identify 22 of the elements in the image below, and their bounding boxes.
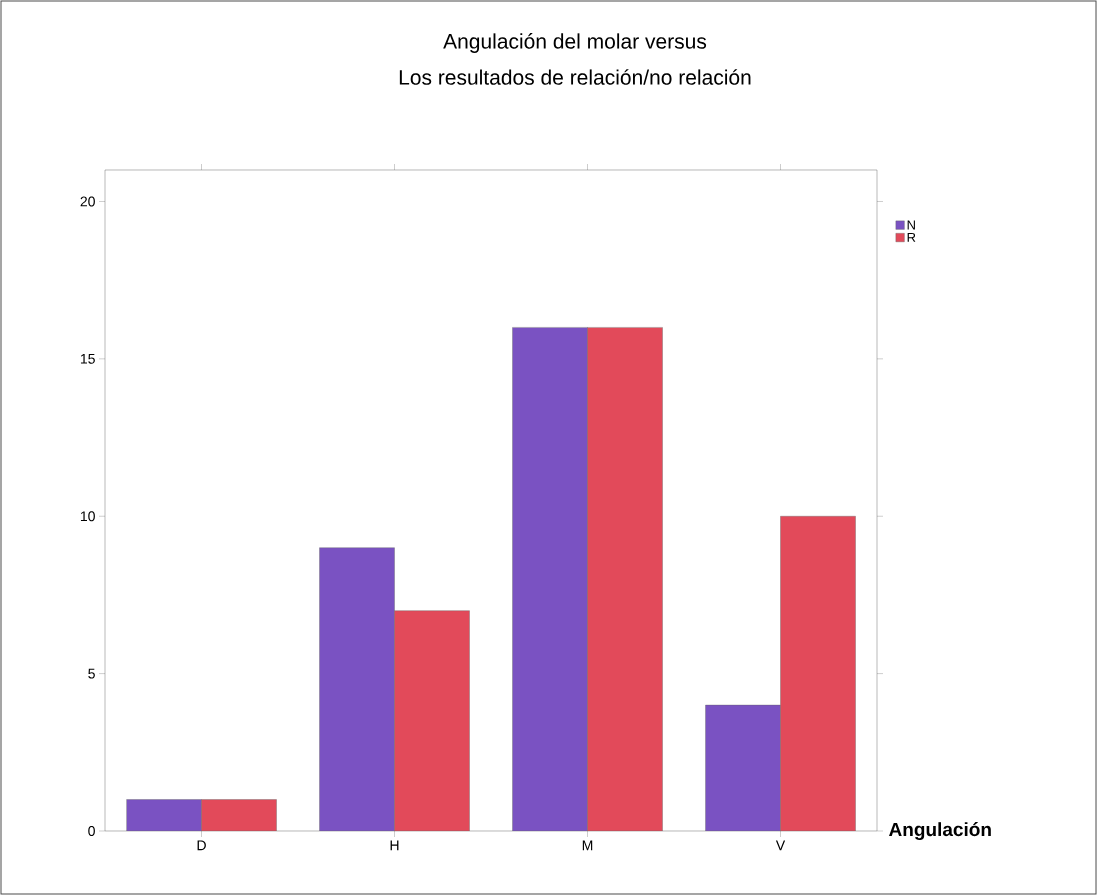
bar (126, 799, 202, 831)
bar (394, 610, 470, 831)
x-axis-title: Angulación (889, 822, 991, 840)
x-tick-label: M (582, 840, 593, 851)
x-tick-label: V (775, 840, 786, 851)
y-tick-label: 0 (88, 826, 95, 836)
y-tick-label: 10 (80, 511, 95, 522)
chart-title: Angulación del molar versus (443, 33, 707, 53)
x-tick-label: D (197, 840, 206, 851)
bar (705, 704, 781, 831)
chart-subtitle: Los resultados de relación/no relación (399, 69, 751, 85)
bar (201, 799, 277, 831)
legend-label: N (907, 220, 915, 230)
bar (319, 547, 395, 831)
bar (512, 327, 588, 831)
y-tick-label: 15 (80, 353, 95, 364)
y-tick-label: 20 (80, 196, 95, 207)
bar (587, 327, 663, 831)
legend-label: R (907, 232, 916, 242)
bar (780, 516, 856, 831)
y-tick-label: 5 (88, 668, 95, 679)
x-tick-label: H (390, 840, 399, 851)
